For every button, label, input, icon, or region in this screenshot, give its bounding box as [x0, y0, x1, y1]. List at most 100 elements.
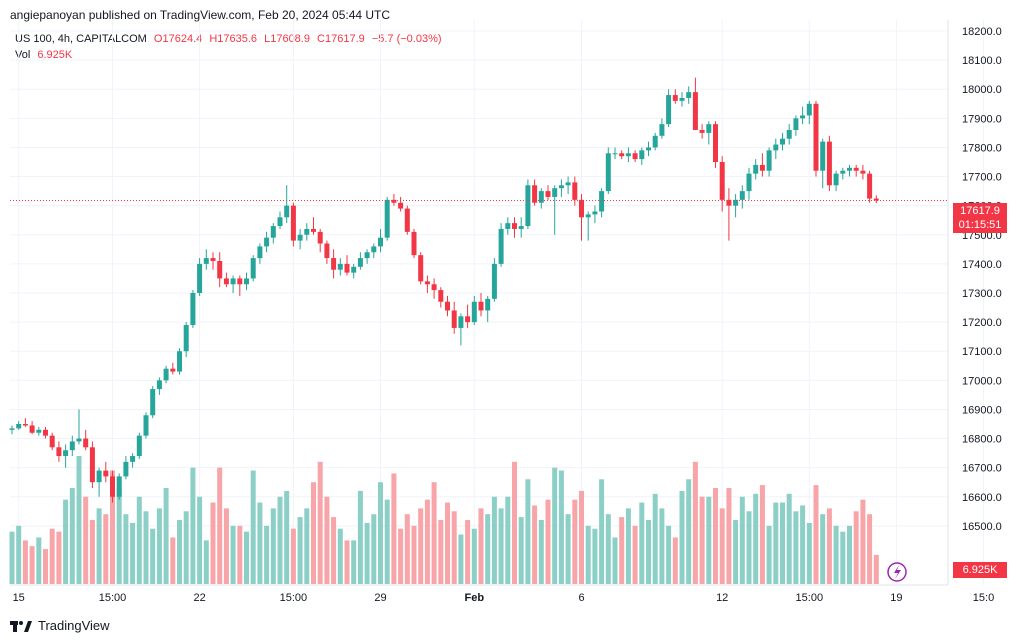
- volume-bar: [713, 488, 718, 584]
- volume-bar: [136, 496, 142, 584]
- candle-body: [89, 447, 95, 483]
- candle-body: [203, 258, 209, 264]
- candle-body: [371, 246, 377, 253]
- candle-body: [806, 103, 812, 116]
- volume-bar: [538, 520, 544, 584]
- candle-body: [357, 258, 363, 267]
- volume-bar: [800, 505, 806, 584]
- volume-bar: [485, 514, 491, 584]
- volume-bar: [746, 511, 752, 584]
- volume-bar: [840, 531, 846, 584]
- volume-bar: [123, 514, 129, 584]
- time-tick-label: 22: [193, 592, 205, 604]
- price-tick-label: 18200.0: [962, 26, 1002, 38]
- candle-body: [766, 150, 772, 171]
- candle-body: [746, 173, 752, 192]
- candle-body: [800, 115, 806, 119]
- candle-body: [793, 118, 799, 130]
- candle-body: [471, 301, 477, 323]
- candle-body: [438, 290, 444, 302]
- candle-body: [210, 258, 216, 261]
- candle-body: [619, 153, 625, 157]
- candle-body: [558, 185, 564, 189]
- candle-body: [485, 298, 491, 311]
- volume-bar: [465, 520, 471, 584]
- last-price-badge: 17617.9 01:15:51: [953, 203, 1007, 233]
- volume-bar: [364, 522, 370, 584]
- candle-body: [652, 135, 658, 148]
- candle-body: [672, 95, 678, 101]
- volume-bar: [619, 517, 625, 584]
- volume-bar: [223, 508, 229, 584]
- volume-bar: [29, 546, 35, 584]
- volume-bar: [706, 496, 712, 584]
- volume-bar: [36, 537, 42, 584]
- candle-body: [63, 450, 69, 457]
- volume-bar: [156, 508, 162, 584]
- candle-body: [150, 389, 156, 416]
- volume-bar: [652, 493, 658, 584]
- price-tick-label: 16500.0: [962, 521, 1002, 533]
- footer-brand-label: TradingView: [38, 618, 110, 633]
- volume-bar: [726, 488, 732, 584]
- volume-bar: [244, 531, 249, 584]
- volume-bar: [83, 496, 89, 584]
- volume-bar: [203, 540, 209, 584]
- candle-body: [632, 153, 638, 160]
- volume-bar: [270, 508, 276, 584]
- candle-body: [76, 438, 82, 442]
- volume-bar: [398, 528, 404, 584]
- volume-bar: [545, 499, 551, 584]
- volume-bar: [116, 488, 122, 584]
- lightning-icon[interactable]: [887, 562, 907, 582]
- volume-bar: [130, 522, 136, 584]
- volume-bar: [230, 525, 236, 584]
- volume-bar: [759, 485, 765, 584]
- candle-body: [110, 476, 115, 497]
- candle-body: [297, 234, 303, 241]
- candle-body: [592, 211, 598, 215]
- candle-body: [545, 191, 551, 197]
- volume-bar: [612, 537, 618, 584]
- footer-brand[interactable]: TradingView: [10, 618, 110, 633]
- candle-body: [625, 153, 631, 157]
- candle-body: [284, 205, 290, 218]
- volume-bar: [699, 496, 705, 584]
- candle-body: [351, 266, 357, 273]
- volume-bar: [110, 470, 115, 584]
- candle-body: [867, 173, 873, 199]
- candle-body: [726, 199, 732, 206]
- volume-bar: [780, 502, 785, 584]
- candle-body: [16, 424, 22, 429]
- volume-bar: [217, 467, 223, 584]
- time-tick-label: 12: [716, 592, 728, 604]
- candle-body: [277, 217, 283, 227]
- candle-body: [813, 103, 819, 171]
- price-tick-label: 18000.0: [962, 84, 1002, 96]
- volume-bar: [532, 505, 538, 584]
- ohlc-legend: US 100, 4h, CAPITALCOM O17624.4 H17635.6…: [15, 33, 446, 45]
- volume-bar: [210, 502, 216, 584]
- candle-body: [579, 199, 584, 218]
- candle-body: [873, 198, 879, 201]
- volume-bar: [264, 525, 270, 584]
- symbol-label[interactable]: US 100, 4h, CAPITALCOM: [15, 33, 147, 45]
- candle-body: [197, 263, 203, 293]
- price-tick-label: 17900.0: [962, 113, 1002, 125]
- volume-bar: [237, 525, 243, 584]
- volume-bar: [445, 502, 450, 584]
- volume-bar: [860, 499, 866, 584]
- volume-bar: [56, 531, 62, 584]
- publisher-line: angiepanoyan published on TradingView.co…: [10, 8, 391, 22]
- volume-bar: [337, 528, 343, 584]
- candle-body: [585, 214, 591, 218]
- volume-bar: [378, 482, 383, 584]
- candle-body: [820, 141, 826, 171]
- candle-body: [646, 147, 651, 151]
- candle-body: [237, 278, 243, 285]
- volume-bar: [579, 490, 584, 584]
- candle-body: [525, 185, 531, 227]
- time-tick-label: 15:00: [796, 592, 824, 604]
- candle-body: [56, 447, 62, 457]
